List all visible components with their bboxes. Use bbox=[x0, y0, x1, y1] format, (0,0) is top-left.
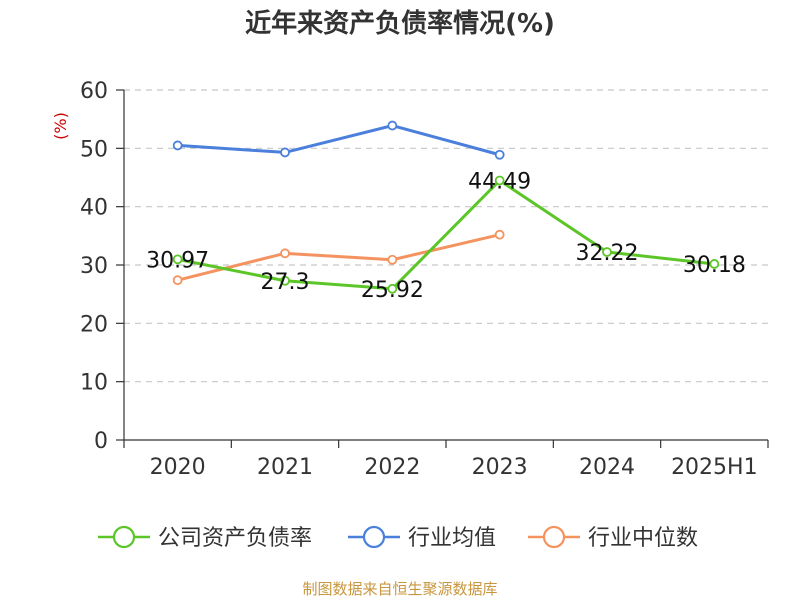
data-point bbox=[387, 120, 398, 131]
y-tick-label: 10 bbox=[80, 371, 108, 396]
data-label: 27.3 bbox=[261, 270, 310, 295]
series-line bbox=[177, 124, 501, 157]
data-point bbox=[280, 248, 290, 259]
chart-title: 近年来资产负债率情况(%) bbox=[245, 8, 555, 39]
legend-marker bbox=[362, 525, 386, 549]
series-line bbox=[177, 233, 501, 282]
data-point bbox=[172, 275, 183, 286]
data-label: 30.97 bbox=[146, 248, 209, 273]
data-point bbox=[494, 175, 505, 186]
legend: 公司资产负债率 行业均值 行业中位数 bbox=[98, 525, 698, 551]
legend-marker bbox=[542, 525, 566, 549]
data-labels: 30.97 27.3 25.92 44.49 32.22 30.18 bbox=[146, 169, 746, 302]
data-point bbox=[602, 247, 612, 257]
series-line bbox=[177, 178, 715, 291]
y-tick-label: 20 bbox=[80, 312, 108, 337]
x-tick-label: 2024 bbox=[579, 455, 635, 480]
y-tick-label: 0 bbox=[94, 429, 108, 454]
series-lines bbox=[172, 120, 720, 294]
y-axis-unit-label: (%) bbox=[51, 112, 70, 140]
data-label: 25.92 bbox=[361, 278, 424, 303]
data-point bbox=[280, 275, 290, 286]
x-tick-label: 2023 bbox=[472, 455, 528, 480]
data-point bbox=[172, 254, 183, 265]
legend-label: 行业均值 bbox=[408, 526, 496, 551]
data-label: 30.18 bbox=[683, 253, 746, 278]
y-tick-label: 40 bbox=[80, 196, 108, 221]
data-point bbox=[709, 259, 720, 269]
legend-label: 行业中位数 bbox=[588, 526, 698, 551]
x-tick-label: 2021 bbox=[257, 455, 313, 480]
y-tick-label: 60 bbox=[80, 79, 108, 104]
gridlines bbox=[124, 89, 768, 383]
y-axis-ticks: 0 10 20 30 40 50 60 bbox=[80, 79, 124, 454]
x-tick-label: 2020 bbox=[150, 455, 206, 480]
data-point bbox=[387, 254, 398, 265]
data-point bbox=[494, 149, 505, 160]
data-label: 44.49 bbox=[468, 169, 531, 194]
data-point bbox=[494, 229, 505, 240]
legend-marker bbox=[112, 525, 136, 549]
data-point bbox=[172, 140, 183, 151]
y-tick-label: 30 bbox=[80, 254, 108, 279]
data-point bbox=[280, 147, 290, 158]
x-tick-label: 2025H1 bbox=[671, 455, 758, 480]
data-label: 32.22 bbox=[576, 241, 639, 266]
x-axis-ticks: 2020 2021 2022 2023 2024 2025H1 bbox=[123, 440, 769, 480]
data-point bbox=[387, 283, 398, 294]
source-note: 制图数据来自恒生聚源数据库 bbox=[302, 580, 497, 598]
legend-label: 公司资产负债率 bbox=[158, 526, 312, 551]
y-tick-label: 50 bbox=[80, 137, 108, 162]
x-tick-label: 2022 bbox=[364, 455, 420, 480]
